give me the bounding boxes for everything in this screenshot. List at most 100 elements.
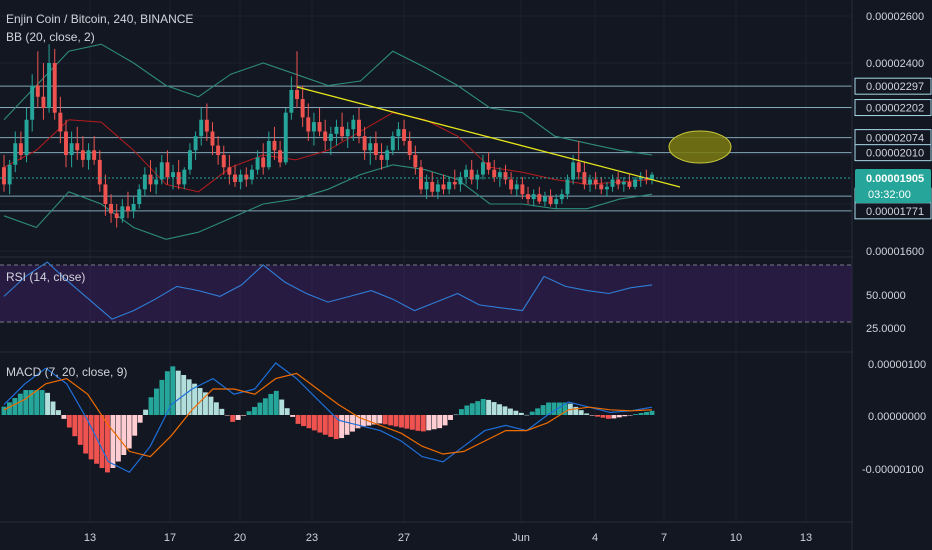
price-badge-0[interactable]	[854, 77, 932, 95]
macd-hist-bar-41	[224, 415, 230, 416]
macd-hist-bar-13	[72, 415, 78, 437]
candle-body-48	[272, 140, 277, 151]
candle-body-108	[610, 179, 615, 187]
macd-hist-bar-65	[355, 415, 361, 429]
candle-body-20	[114, 213, 119, 219]
macd-hist-bar-86	[469, 403, 475, 415]
candle-body-111	[627, 181, 632, 187]
candle-body-16	[92, 150, 97, 160]
macd-indicator-label[interactable]: MACD (7, 20, close, 9)	[6, 365, 127, 379]
candle-body-6	[35, 85, 40, 97]
price-badge-3[interactable]	[854, 144, 932, 162]
candle-body-41	[233, 174, 237, 182]
candle-body-59	[334, 126, 339, 134]
price-badge-text-3: 0.00002010	[866, 148, 924, 160]
rsi-indicator-label[interactable]: RSI (14, close)	[6, 270, 85, 284]
signal-line-path	[3, 372, 653, 458]
candle-body-95	[537, 194, 542, 202]
descending-trendline[interactable]	[296, 86, 681, 188]
candle-body-53	[300, 99, 305, 118]
macd-hist-bar-44	[241, 415, 247, 416]
candle-body-115	[650, 174, 654, 180]
time-label-jun: Jun	[512, 532, 530, 544]
candle-body-106	[599, 184, 604, 190]
macd-axis-tick-pos: 0.00000100	[868, 359, 926, 371]
macd-hist-bar-51	[279, 399, 285, 415]
macd-hist-bar-73	[399, 415, 404, 428]
macd-hist-bar-113	[616, 415, 622, 418]
macd-hist-bar-100	[546, 402, 551, 415]
macd-hist-bar-20	[110, 415, 116, 468]
current-price-text: 0.00001905	[866, 173, 924, 185]
macd-hist-bar-87	[475, 401, 481, 415]
candle-body-98	[554, 199, 559, 204]
macd-hist-bar-1	[6, 402, 12, 415]
candle-body-112	[633, 179, 638, 187]
macd-hist-bar-85	[464, 405, 470, 415]
macd-hist-bar-45	[246, 411, 252, 415]
time-axis[interactable]: 13 17 20 23 27 Jun 4 7 10 13	[84, 532, 812, 544]
candle-body-38	[216, 145, 221, 155]
macd-hist-bar-19	[105, 415, 110, 473]
candle-body-5	[30, 85, 35, 120]
macd-hist-bar-31	[170, 366, 176, 415]
macd-hist-bar-96	[524, 414, 530, 416]
candle-body-72	[407, 140, 412, 155]
macd-hist-bar-4	[23, 390, 29, 415]
candle-body-84	[475, 174, 480, 180]
candle-body-0	[2, 167, 6, 185]
candle-body-75	[424, 181, 429, 190]
macd-hist-bar-10	[56, 410, 61, 415]
macd-hist-bar-94	[513, 410, 519, 415]
price-badge-text-1: 0.00002202	[866, 103, 924, 115]
candle-body-7	[41, 96, 46, 108]
macd-hist-bar-66	[360, 415, 366, 427]
macd-hist-bar-16	[88, 415, 94, 460]
macd-hist-bar-59	[322, 415, 328, 435]
candle-body-81	[458, 177, 463, 185]
macd-hist-bar-22	[121, 415, 127, 455]
macd-hist-bar-34	[186, 379, 192, 415]
macd-hist-bar-119	[649, 410, 655, 415]
candle-body-64	[362, 136, 367, 151]
candle-body-23	[131, 204, 136, 212]
macd-hist-bar-111	[605, 415, 611, 419]
macd-hist-bar-14	[77, 415, 83, 445]
macd-hist-bar-68	[371, 415, 377, 425]
macd-hist-bar-89	[486, 399, 492, 415]
rsi-axis-tick-50: 50.0000	[866, 290, 906, 302]
candle-body-102	[576, 162, 581, 173]
bb-indicator-label[interactable]: BB (20, close, 2)	[6, 30, 95, 44]
macd-hist-bar-8	[45, 392, 51, 415]
candle-body-83	[469, 169, 474, 180]
candle-body-39	[221, 155, 226, 168]
current-price-badge[interactable]	[855, 169, 931, 203]
macd-hist-bar-88	[480, 398, 486, 415]
rsi-axis-tick-25: 25.0000	[866, 323, 906, 335]
candle-body-12	[69, 143, 74, 155]
macd-hist-bar-69	[377, 415, 383, 424]
macd-hist-bar-108	[589, 415, 595, 416]
candle-body-32	[182, 169, 187, 185]
macd-hist-bar-42	[230, 415, 236, 422]
price-axis-tick-0: 0.00002600	[866, 11, 924, 23]
candle-body-25	[142, 174, 147, 190]
macd-hist-bar-40	[219, 408, 225, 415]
candle-body-109	[616, 179, 621, 185]
macd-hist-bar-50	[273, 390, 279, 415]
candle-body-33	[187, 150, 192, 170]
price-badge-1[interactable]	[854, 99, 932, 117]
macd-hist-bar-39	[213, 402, 219, 415]
candle-body-85	[480, 162, 485, 175]
candle-body-58	[328, 133, 333, 141]
target-ellipse[interactable]	[668, 130, 732, 164]
macd-hist-bar-57	[311, 415, 317, 431]
candle-body-68	[385, 150, 390, 160]
macd-axis-tick-neg: -0.00000100	[862, 464, 924, 476]
symbol-title[interactable]: Enjin Coin / Bitcoin, 240, BINANCE	[6, 12, 193, 26]
candle-body-13	[75, 143, 80, 151]
macd-hist-bar-81	[442, 415, 448, 426]
candle-body-71	[402, 129, 407, 141]
candle-body-66	[373, 143, 378, 155]
